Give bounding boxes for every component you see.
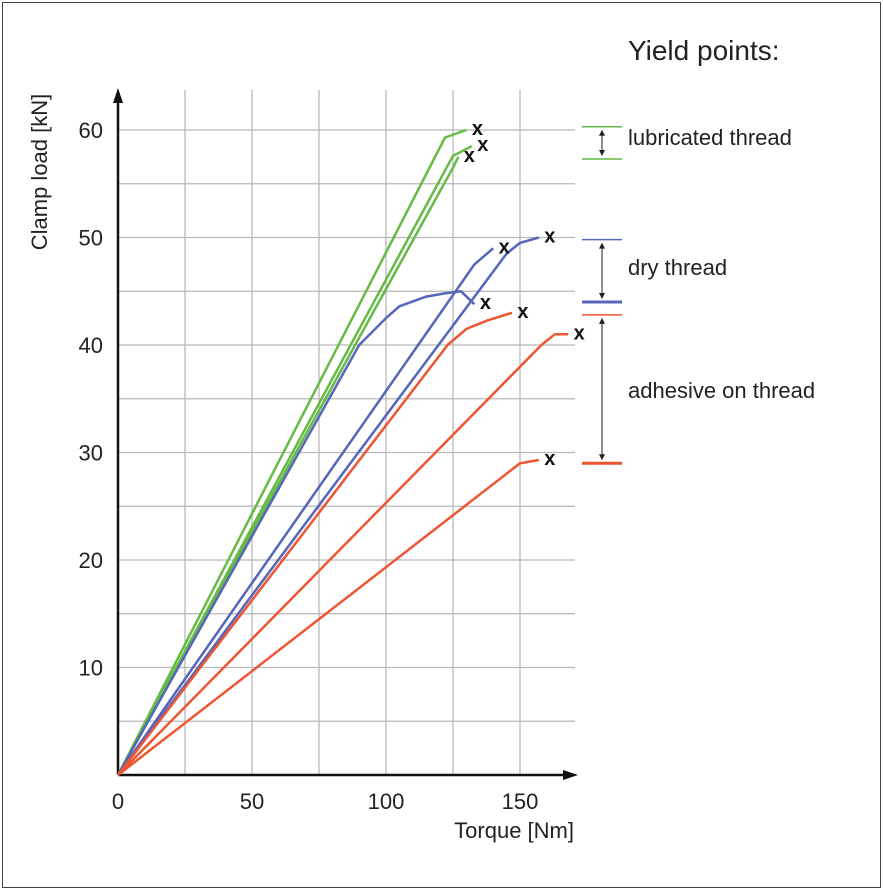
series-line-9: [117, 458, 540, 776]
axes: [113, 88, 578, 780]
yield-range-arrow-up: [599, 129, 605, 136]
yield-marker-x: x: [480, 292, 491, 314]
x-tick-label: 150: [502, 789, 539, 814]
series-line-2: [116, 144, 473, 776]
yield-marker-x: x: [544, 448, 555, 470]
series-line-3: [116, 156, 460, 776]
yield-marker-x: x: [472, 118, 483, 140]
legend-label-lubricated: lubricated thread: [628, 125, 792, 150]
y-tick-label: 30: [79, 441, 103, 466]
yield-points-legend: Yield points: lubricated thread dry thre…: [582, 35, 815, 465]
yield-range-arrow-down: [599, 293, 605, 299]
yield-marker-x: x: [499, 236, 510, 258]
series-line-5: [116, 247, 495, 776]
yield-range-arrow-down: [599, 150, 605, 157]
yield-marker-x: x: [574, 322, 585, 344]
series-line-1: [116, 128, 467, 776]
series-lines: [116, 128, 569, 776]
y-tick-label: 10: [79, 656, 103, 681]
x-tick-label: 50: [240, 789, 264, 814]
yield-range-arrow-up: [599, 242, 605, 249]
y-axis-label: Clamp load [kN]: [27, 94, 52, 251]
x-tick-label: 100: [368, 789, 405, 814]
legend-label-dry: dry thread: [628, 255, 727, 280]
yield-marker-x: x: [464, 145, 475, 167]
legend-label-adhesive: adhesive on thread: [628, 378, 815, 403]
y-tick-label: 60: [79, 118, 103, 143]
yield-marker-x: x: [517, 301, 528, 323]
yield-marker-x: x: [477, 134, 488, 156]
y-tick-label: 20: [79, 548, 103, 573]
legend-title: Yield points:: [628, 35, 780, 66]
x-axis-label: Torque [Nm]: [454, 818, 574, 843]
yield-marker-x: x: [544, 226, 555, 248]
y-tick-label: 40: [79, 333, 103, 358]
grid: [118, 90, 575, 775]
tick-labels: 0 50 100 150 10 20 30 40 50 60: [79, 118, 539, 814]
y-axis-arrow: [113, 88, 123, 103]
y-tick-label: 50: [79, 226, 103, 251]
x-tick-label: 0: [112, 789, 124, 814]
yield-range-arrow-up: [599, 317, 605, 324]
series-line-8: [117, 333, 569, 776]
series-line-7: [117, 311, 513, 776]
series-line-6: [116, 236, 540, 776]
x-axis-arrow: [563, 770, 578, 780]
yield-range-arrow-down: [599, 454, 605, 461]
